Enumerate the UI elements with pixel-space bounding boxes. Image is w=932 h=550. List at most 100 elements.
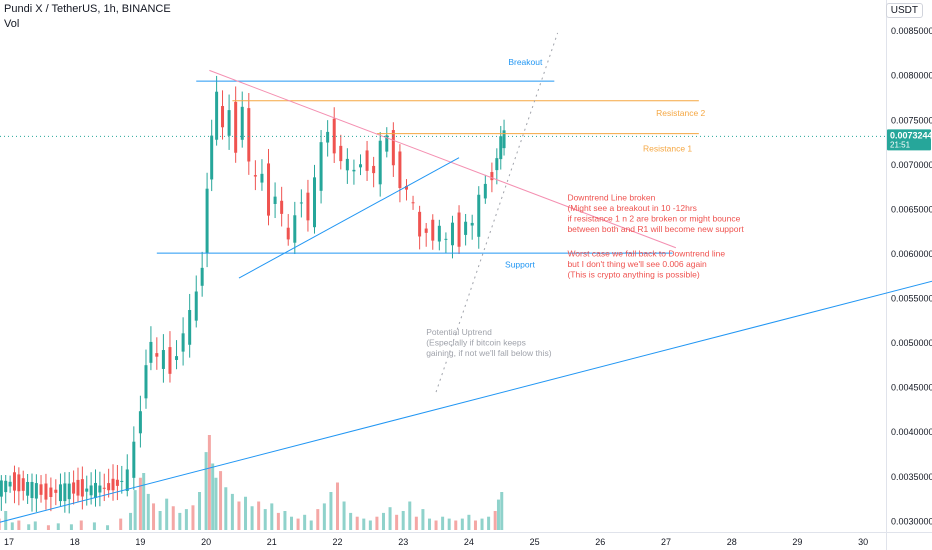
- candle-body: [138, 411, 142, 434]
- candle-body: [280, 200, 284, 214]
- plot-background: [0, 0, 886, 532]
- candle-body: [345, 158, 349, 171]
- volume-bar: [191, 505, 195, 530]
- candle-body: [63, 483, 67, 502]
- volume-bar: [119, 518, 123, 530]
- candle-body: [411, 202, 415, 204]
- downtrend-note-line: Downtrend Line broken: [567, 193, 655, 203]
- candle-body: [372, 165, 376, 174]
- x-tick-label: 21: [267, 537, 277, 547]
- candle-body: [210, 135, 214, 180]
- volume-bar: [184, 509, 188, 530]
- candle-body: [94, 482, 98, 498]
- candle-body: [404, 185, 408, 190]
- volume-bar: [303, 514, 307, 530]
- volume-bar: [467, 514, 471, 530]
- currency-badge[interactable]: USDT: [885, 3, 923, 18]
- candle-body: [431, 219, 435, 241]
- candle-body: [424, 228, 428, 233]
- volume-bar: [408, 501, 412, 530]
- candle-body: [483, 183, 487, 199]
- volume-bar: [487, 516, 491, 530]
- volume-bar: [362, 518, 366, 530]
- candle-body: [120, 480, 124, 482]
- candle-body: [273, 196, 277, 204]
- volume-bar: [309, 520, 313, 530]
- x-tick-label: 30: [858, 537, 868, 547]
- volume-bar: [388, 507, 392, 530]
- volume-bar: [434, 520, 438, 530]
- candle-body: [30, 481, 34, 499]
- volume-bar: [133, 490, 137, 530]
- candle-body: [54, 489, 58, 493]
- worst-case-note-line: (This is crypto anything is possible): [567, 270, 699, 280]
- downtrend-note-line: if resistance 1 n 2 are broken or might …: [567, 214, 740, 224]
- volume-bar: [263, 509, 267, 530]
- volume-bar: [10, 522, 14, 530]
- candle-body: [44, 483, 48, 500]
- volume-bar: [207, 435, 211, 530]
- candle-body: [80, 479, 84, 497]
- candle-body: [21, 478, 25, 491]
- y-tick-label: 0.0040000: [891, 427, 932, 437]
- breakout-label-line: Breakout: [508, 57, 543, 67]
- triangle-support-line: [238, 157, 460, 279]
- volume-bar: [316, 509, 320, 530]
- candle-body: [391, 130, 395, 166]
- candle-body: [352, 169, 356, 172]
- candle-body: [464, 221, 468, 235]
- volume-bar: [500, 492, 504, 530]
- volume-legend[interactable]: Vol: [4, 18, 20, 30]
- candle-body: [267, 163, 271, 216]
- candle-body: [12, 472, 16, 491]
- volume-bar: [480, 518, 484, 530]
- volume-bar: [454, 520, 458, 530]
- candle-body: [8, 481, 12, 487]
- candle-body: [286, 227, 290, 240]
- candle-body: [17, 474, 21, 492]
- volume-bar: [152, 503, 156, 530]
- volume-bar: [349, 512, 353, 530]
- x-tick-label: 20: [201, 537, 211, 547]
- candle-body: [58, 484, 62, 502]
- candle-body: [499, 136, 503, 160]
- volume-bar: [296, 518, 300, 530]
- candle-body: [339, 145, 343, 162]
- x-tick-label: 23: [398, 537, 408, 547]
- volume-bar: [283, 511, 287, 530]
- x-tick-label: 17: [4, 537, 14, 547]
- volume-bar: [441, 516, 445, 530]
- volume-bar: [0, 518, 1, 530]
- volume-bar: [171, 506, 175, 530]
- candle-body: [89, 485, 93, 496]
- volume-bar: [375, 516, 379, 530]
- candle-body: [49, 487, 53, 498]
- candle-body: [107, 483, 111, 491]
- candle-body: [313, 177, 317, 228]
- y-tick-label: 0.0060000: [891, 249, 932, 259]
- symbol-title[interactable]: Pundi X / TetherUS, 1h, BINANCE: [4, 3, 171, 15]
- candle-body: [299, 202, 303, 204]
- candle-body: [418, 211, 422, 237]
- x-tick-label: 25: [530, 537, 540, 547]
- volume-bar: [336, 482, 339, 530]
- candle-body: [26, 481, 30, 496]
- x-tick-label: 24: [464, 537, 474, 547]
- y-tick-label: 0.0035000: [891, 472, 932, 482]
- volume-bar: [106, 525, 110, 530]
- volume-bar: [355, 516, 359, 530]
- candle-body: [385, 135, 389, 152]
- resistance-1-label-line: Resistance 1: [643, 143, 692, 153]
- volume-bar: [421, 509, 425, 530]
- candle-body: [67, 483, 71, 500]
- volume-bar: [401, 511, 405, 530]
- volume-bar: [493, 511, 497, 530]
- y-tick-label: 0.0065000: [891, 204, 932, 214]
- price-badge-value: 0.0073244: [890, 130, 932, 140]
- volume-bar: [237, 501, 241, 530]
- x-tick-label: 18: [70, 537, 80, 547]
- candle-body: [0, 480, 3, 497]
- price-badge: [887, 129, 931, 151]
